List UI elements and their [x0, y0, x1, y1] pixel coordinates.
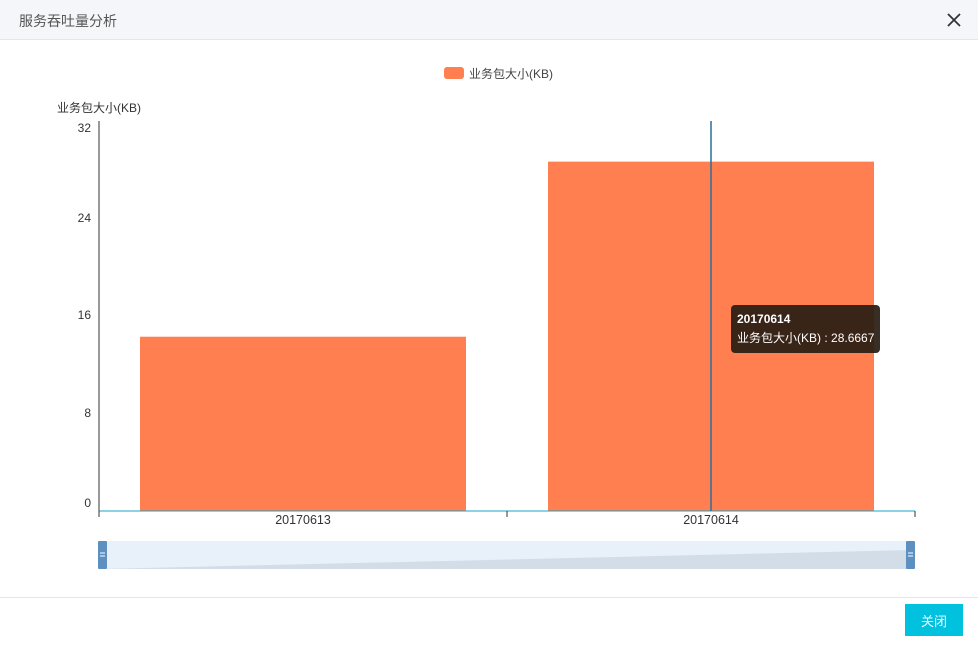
zoom-data-shadow: [101, 550, 913, 569]
tooltip-value: 28.6667: [831, 331, 875, 345]
tooltip-value-row: 业务包大小(KB) : 28.6667: [737, 329, 874, 348]
y-tick-label: 16: [78, 308, 92, 322]
chart-tooltip: 20170614 业务包大小(KB) : 28.6667: [731, 305, 881, 353]
close-icon[interactable]: [944, 10, 964, 30]
zoom-handle-right[interactable]: [906, 541, 915, 569]
bar-chart: 业务包大小(KB) 0 8 16 24 32 20170613 20170614: [57, 100, 916, 569]
dialog-header: 服务吞吐量分析: [0, 0, 978, 40]
x-axis: 20170613 20170614: [98, 510, 916, 527]
y-tick-label: 24: [78, 211, 92, 225]
x-tick-label: 20170614: [683, 513, 739, 527]
data-zoom-slider[interactable]: [98, 541, 915, 569]
close-button[interactable]: 关闭: [905, 604, 963, 636]
tooltip-date: 20170614: [737, 312, 791, 326]
y-tick-label: 8: [84, 406, 91, 420]
legend-swatch: [444, 67, 464, 79]
dialog-title: 服务吞吐量分析: [19, 13, 117, 29]
tooltip-series-name: 业务包大小(KB): [737, 331, 822, 345]
y-tick-label: 0: [84, 496, 91, 510]
y-tick-label: 32: [78, 121, 92, 135]
legend-label: 业务包大小(KB): [469, 66, 554, 81]
bar-20170613[interactable]: [140, 336, 466, 511]
tooltip-separator: :: [821, 331, 832, 345]
zoom-handle-left[interactable]: [98, 541, 107, 569]
y-axis: 业务包大小(KB) 0 8 16 24 32: [57, 100, 141, 511]
y-axis-title: 业务包大小(KB): [57, 100, 141, 115]
x-tick-label: 20170613: [275, 513, 331, 527]
chart-legend[interactable]: 业务包大小(KB): [444, 65, 553, 81]
dialog-footer: 关闭: [0, 597, 978, 646]
